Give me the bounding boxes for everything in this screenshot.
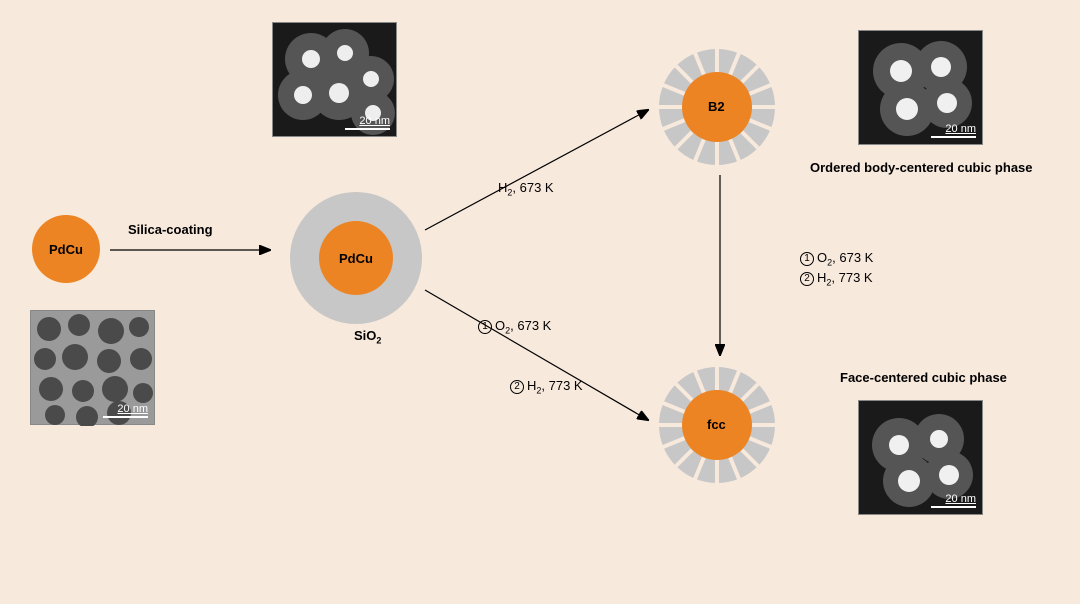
arrow-to-b2	[420, 100, 660, 240]
tem-image-b2: 20 nm	[858, 30, 983, 145]
tem-image-fcc: 20 nm	[858, 400, 983, 515]
label-arrow-fcc-2: 2H2, 773 K	[510, 378, 583, 396]
tem-image-pdcu-sio2: 20 nm	[272, 22, 397, 137]
label-fcc: fcc	[707, 417, 726, 432]
arrow-to-fcc	[420, 280, 660, 430]
label-b2: B2	[708, 99, 725, 114]
tem-image-pdcu-bare: 20 nm	[30, 310, 155, 425]
label-arrow-fcc-1: 1O2, 673 K	[478, 318, 551, 336]
label-arrow-b2: H2, 673 K	[498, 180, 554, 198]
scalebar-3: 20 nm	[931, 124, 976, 138]
label-pdcu-sio2: PdCu	[339, 251, 373, 266]
scalebar-1: 20 nm	[103, 404, 148, 418]
label-b2-phase: Ordered body-centered cubic phase	[810, 160, 1070, 175]
label-arrow-vert-2: 2H2, 773 K	[800, 270, 873, 288]
label-arrow-vert-1: 1O2, 673 K	[800, 250, 873, 268]
label-sio2: SiO2	[354, 328, 381, 346]
node-pdcu-sio2-core: PdCu	[319, 221, 393, 295]
label-pdcu-bare: PdCu	[49, 242, 83, 257]
scalebar-2: 20 nm	[345, 116, 390, 130]
arrow-b2-to-fcc	[710, 170, 730, 365]
scalebar-4: 20 nm	[931, 494, 976, 508]
node-pdcu-bare: PdCu	[32, 215, 100, 283]
label-silica-coating: Silica-coating	[128, 222, 213, 237]
arrow-silica-coating	[105, 240, 280, 260]
label-fcc-phase: Face-centered cubic phase	[840, 370, 1007, 385]
